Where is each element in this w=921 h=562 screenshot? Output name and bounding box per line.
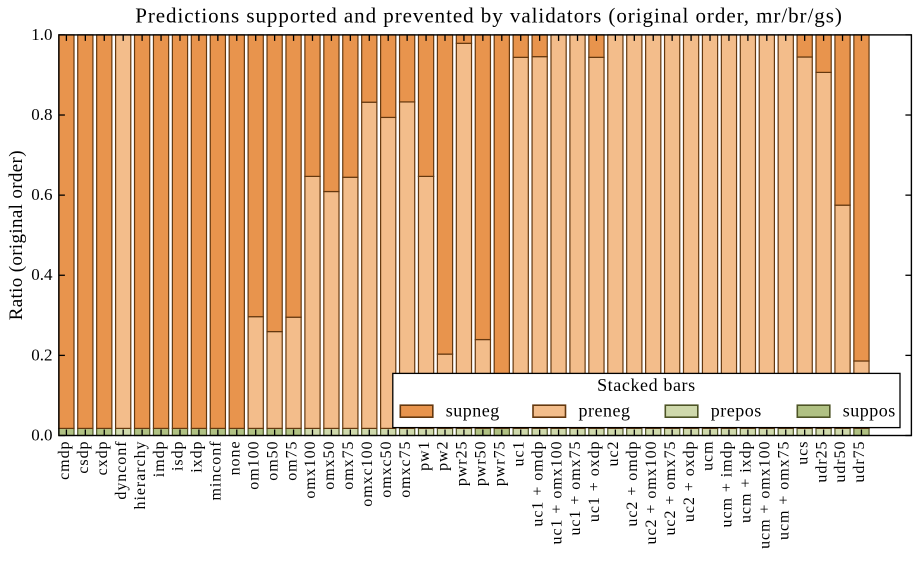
svg-text:omxc50: omxc50 bbox=[378, 441, 395, 498]
svg-text:omx75: omx75 bbox=[340, 441, 357, 490]
svg-text:udr50: udr50 bbox=[832, 441, 849, 483]
svg-text:uc2: uc2 bbox=[605, 441, 622, 467]
svg-text:ucs: ucs bbox=[794, 441, 811, 465]
svg-text:ucm + imdp: ucm + imdp bbox=[719, 441, 736, 528]
svg-text:uc2 + oxdp: uc2 + oxdp bbox=[681, 441, 698, 523]
svg-text:minconf: minconf bbox=[208, 441, 225, 501]
svg-text:uc1: uc1 bbox=[510, 441, 527, 467]
svg-text:Ratio (original order): Ratio (original order) bbox=[6, 150, 27, 320]
svg-text:0.2: 0.2 bbox=[31, 345, 52, 364]
svg-text:om75: om75 bbox=[283, 441, 300, 481]
svg-text:hierarchy: hierarchy bbox=[132, 441, 149, 510]
svg-text:om100: om100 bbox=[245, 441, 262, 490]
svg-text:0.8: 0.8 bbox=[31, 105, 52, 124]
svg-text:none: none bbox=[226, 441, 243, 476]
svg-text:pwr75: pwr75 bbox=[491, 441, 508, 487]
svg-text:cxdp: cxdp bbox=[94, 441, 111, 476]
svg-text:uc1 + omx75: uc1 + omx75 bbox=[567, 441, 584, 536]
svg-text:om50: om50 bbox=[264, 441, 281, 481]
svg-text:omx50: omx50 bbox=[321, 441, 338, 490]
svg-text:uc1 + omdp: uc1 + omdp bbox=[529, 441, 546, 527]
svg-text:ucm + omx100: ucm + omx100 bbox=[757, 441, 774, 549]
svg-text:omxc100: omxc100 bbox=[359, 441, 376, 507]
svg-text:imdp: imdp bbox=[151, 441, 168, 478]
svg-text:cmdp: cmdp bbox=[56, 441, 73, 480]
svg-text:ucm + omx75: ucm + omx75 bbox=[775, 441, 792, 540]
svg-text:uc1 + omx100: uc1 + omx100 bbox=[548, 441, 565, 545]
svg-text:ucm + ixdp: ucm + ixdp bbox=[738, 441, 755, 524]
svg-text:omxc75: omxc75 bbox=[397, 441, 414, 498]
svg-text:dynconf: dynconf bbox=[113, 441, 130, 500]
svg-text:pw1: pw1 bbox=[416, 441, 433, 471]
svg-text:Predictions supported and prev: Predictions supported and prevented by v… bbox=[135, 4, 843, 28]
svg-text:ixdp: ixdp bbox=[189, 441, 206, 473]
svg-text:0.6: 0.6 bbox=[31, 185, 52, 204]
svg-text:isdp: isdp bbox=[170, 441, 187, 471]
svg-text:1.0: 1.0 bbox=[31, 25, 52, 44]
svg-text:pw2: pw2 bbox=[435, 441, 452, 471]
svg-text:ucm: ucm bbox=[700, 441, 717, 471]
svg-text:uc2 + omdp: uc2 + omdp bbox=[624, 441, 641, 527]
svg-text:uc2 + omx100: uc2 + omx100 bbox=[643, 441, 660, 545]
svg-text:0.0: 0.0 bbox=[31, 425, 52, 444]
svg-text:Stacked bars: Stacked bars bbox=[597, 375, 696, 395]
svg-text:prepos: prepos bbox=[711, 400, 762, 420]
svg-text:uc2 + omx75: uc2 + omx75 bbox=[662, 441, 679, 536]
svg-text:csdp: csdp bbox=[75, 441, 92, 474]
svg-text:preneg: preneg bbox=[579, 400, 631, 420]
svg-text:udr25: udr25 bbox=[813, 441, 830, 483]
svg-text:omx100: omx100 bbox=[302, 441, 319, 499]
svg-text:0.4: 0.4 bbox=[31, 265, 53, 284]
svg-text:udr75: udr75 bbox=[851, 441, 868, 483]
svg-text:pwr50: pwr50 bbox=[473, 441, 490, 487]
svg-text:suppos: suppos bbox=[843, 400, 896, 420]
svg-text:uc1 + oxdp: uc1 + oxdp bbox=[586, 441, 603, 523]
svg-text:pwr25: pwr25 bbox=[454, 441, 471, 487]
svg-text:supneg: supneg bbox=[446, 400, 500, 420]
